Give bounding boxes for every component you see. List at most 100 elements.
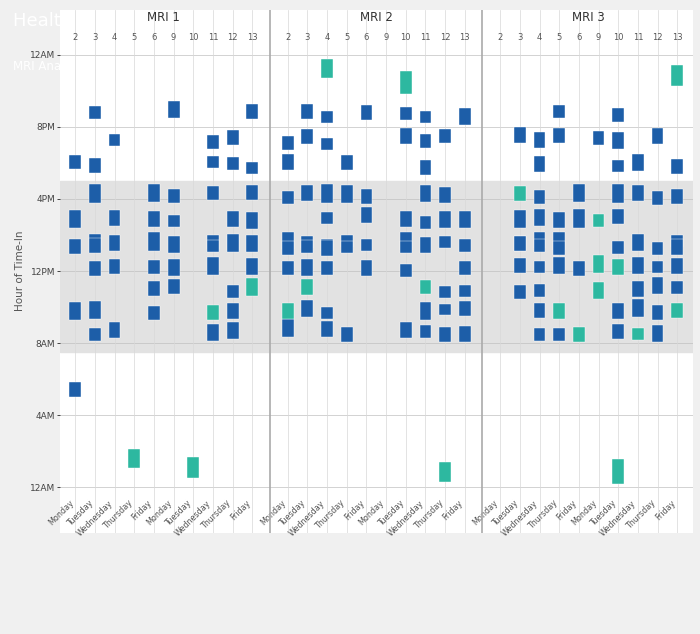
FancyBboxPatch shape (612, 108, 624, 122)
Text: Monday: Monday (471, 498, 500, 527)
FancyBboxPatch shape (282, 191, 293, 204)
FancyBboxPatch shape (459, 325, 470, 342)
FancyBboxPatch shape (459, 301, 470, 316)
FancyBboxPatch shape (439, 129, 451, 143)
FancyBboxPatch shape (207, 156, 219, 169)
FancyBboxPatch shape (207, 235, 219, 249)
FancyBboxPatch shape (593, 282, 605, 299)
FancyBboxPatch shape (671, 158, 683, 174)
FancyBboxPatch shape (553, 212, 565, 228)
Text: Friday: Friday (654, 498, 678, 522)
FancyBboxPatch shape (148, 184, 160, 202)
Text: Tuesday: Tuesday (66, 498, 95, 527)
Text: 6: 6 (151, 33, 157, 42)
FancyBboxPatch shape (89, 328, 101, 340)
Text: 5: 5 (132, 33, 137, 42)
FancyBboxPatch shape (612, 184, 624, 203)
FancyBboxPatch shape (128, 450, 140, 469)
FancyBboxPatch shape (282, 261, 293, 275)
FancyBboxPatch shape (341, 235, 353, 247)
FancyBboxPatch shape (227, 303, 239, 319)
FancyBboxPatch shape (89, 157, 101, 173)
FancyBboxPatch shape (593, 256, 605, 273)
Text: 6: 6 (576, 33, 582, 42)
FancyBboxPatch shape (671, 258, 683, 274)
Text: 11: 11 (420, 33, 430, 42)
FancyBboxPatch shape (302, 129, 314, 144)
Text: Healthcare Transformation Services: Healthcare Transformation Services (13, 12, 334, 30)
FancyBboxPatch shape (321, 240, 333, 256)
FancyBboxPatch shape (459, 210, 470, 228)
Text: Thursday: Thursday (314, 498, 346, 531)
FancyBboxPatch shape (671, 189, 683, 204)
FancyBboxPatch shape (282, 136, 293, 150)
FancyBboxPatch shape (69, 382, 81, 397)
FancyBboxPatch shape (553, 328, 565, 341)
FancyBboxPatch shape (341, 242, 353, 254)
FancyBboxPatch shape (168, 101, 179, 118)
Text: Monday: Monday (46, 498, 75, 527)
FancyBboxPatch shape (108, 235, 120, 251)
FancyBboxPatch shape (341, 184, 353, 204)
Text: Wednesday: Wednesday (174, 498, 213, 538)
Text: 2: 2 (498, 33, 503, 42)
FancyBboxPatch shape (612, 133, 624, 148)
FancyBboxPatch shape (652, 242, 664, 255)
FancyBboxPatch shape (671, 281, 683, 294)
FancyBboxPatch shape (533, 209, 545, 226)
FancyBboxPatch shape (321, 111, 333, 123)
FancyBboxPatch shape (459, 261, 470, 275)
FancyBboxPatch shape (89, 234, 101, 250)
FancyBboxPatch shape (419, 134, 431, 148)
Text: 13: 13 (672, 33, 682, 42)
FancyBboxPatch shape (514, 236, 526, 251)
Text: Friday: Friday (130, 498, 154, 522)
FancyBboxPatch shape (69, 239, 81, 254)
Text: Thursday: Thursday (200, 498, 232, 531)
FancyBboxPatch shape (514, 186, 526, 201)
FancyBboxPatch shape (400, 323, 412, 339)
FancyBboxPatch shape (89, 238, 101, 254)
FancyBboxPatch shape (514, 210, 526, 228)
Text: 11: 11 (208, 33, 218, 42)
FancyBboxPatch shape (632, 235, 644, 250)
FancyBboxPatch shape (612, 459, 624, 484)
FancyBboxPatch shape (573, 327, 584, 342)
Text: Wednesday: Wednesday (500, 498, 540, 538)
Text: Thursday: Thursday (412, 498, 445, 531)
FancyBboxPatch shape (360, 261, 372, 276)
Text: 5: 5 (556, 33, 562, 42)
FancyBboxPatch shape (282, 242, 293, 256)
FancyBboxPatch shape (207, 186, 219, 200)
FancyBboxPatch shape (652, 305, 664, 320)
FancyBboxPatch shape (439, 285, 451, 298)
FancyBboxPatch shape (553, 232, 565, 250)
FancyBboxPatch shape (227, 130, 239, 145)
FancyBboxPatch shape (246, 105, 258, 119)
FancyBboxPatch shape (302, 300, 314, 317)
FancyBboxPatch shape (321, 212, 333, 224)
FancyBboxPatch shape (671, 239, 683, 255)
FancyBboxPatch shape (148, 260, 160, 275)
FancyBboxPatch shape (321, 261, 333, 275)
FancyBboxPatch shape (302, 104, 314, 119)
FancyBboxPatch shape (108, 322, 120, 339)
FancyBboxPatch shape (400, 264, 412, 277)
FancyBboxPatch shape (419, 216, 431, 229)
FancyBboxPatch shape (168, 280, 179, 294)
FancyBboxPatch shape (439, 236, 451, 248)
FancyBboxPatch shape (553, 105, 565, 118)
FancyBboxPatch shape (439, 462, 451, 482)
FancyBboxPatch shape (246, 235, 258, 252)
FancyBboxPatch shape (419, 184, 431, 202)
FancyBboxPatch shape (360, 207, 372, 223)
FancyBboxPatch shape (533, 233, 545, 247)
FancyBboxPatch shape (89, 106, 101, 119)
FancyBboxPatch shape (671, 65, 683, 86)
FancyBboxPatch shape (553, 242, 565, 255)
Text: Wednesday: Wednesday (386, 498, 426, 538)
Text: 12: 12 (440, 33, 450, 42)
FancyBboxPatch shape (419, 160, 431, 175)
FancyBboxPatch shape (573, 209, 584, 228)
Text: Tuesday: Tuesday (278, 498, 307, 527)
